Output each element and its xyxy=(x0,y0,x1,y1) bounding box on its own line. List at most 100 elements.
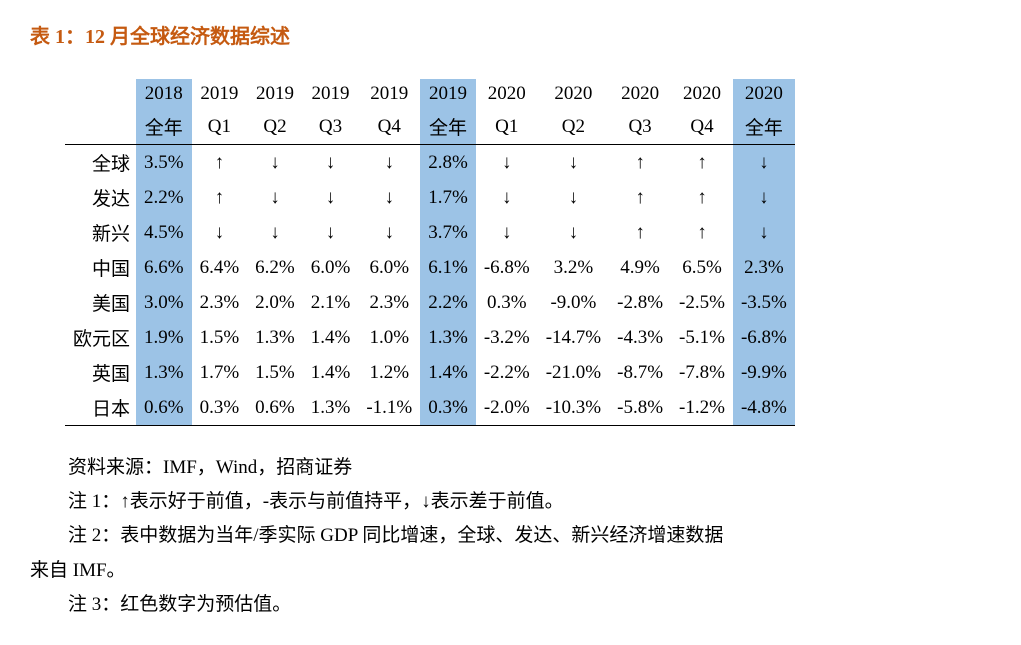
row-label: 中国 xyxy=(65,250,136,285)
table-row: 全球3.5%↑↓↓↓2.8%↓↓↑↑↓ xyxy=(65,145,795,181)
data-cell: ↑ xyxy=(609,215,671,250)
data-cell: -7.8% xyxy=(671,355,733,390)
table-body: 全球3.5%↑↓↓↓2.8%↓↓↑↑↓发达2.2%↑↓↓↓1.7%↓↓↑↑↓新兴… xyxy=(65,145,795,426)
data-cell: 0.3% xyxy=(476,285,538,320)
data-cell: ↓ xyxy=(247,145,303,181)
col-year: 2019 xyxy=(192,79,248,109)
data-cell: -6.8% xyxy=(476,250,538,285)
data-cell: ↓ xyxy=(358,145,420,181)
data-cell: 6.0% xyxy=(358,250,420,285)
row-label: 欧元区 xyxy=(65,320,136,355)
col-year: 2019 xyxy=(247,79,303,109)
data-cell: 2.0% xyxy=(247,285,303,320)
col-period: Q3 xyxy=(609,109,671,145)
note-2a: 注 2：表中数据为当年/季实际 GDP 同比增速，全球、发达、新兴经济增速数据 xyxy=(30,519,991,553)
data-cell: 1.7% xyxy=(192,355,248,390)
col-year: 2019 xyxy=(358,79,420,109)
col-period: Q1 xyxy=(476,109,538,145)
data-cell: 3.7% xyxy=(420,215,476,250)
data-cell: ↓ xyxy=(476,145,538,181)
table-row: 新兴4.5%↓↓↓↓3.7%↓↓↑↑↓ xyxy=(65,215,795,250)
economic-data-table: 2018201920192019201920192020202020202020… xyxy=(65,79,795,426)
data-cell: 4.9% xyxy=(609,250,671,285)
data-cell: -21.0% xyxy=(538,355,609,390)
data-cell: 2.2% xyxy=(420,285,476,320)
data-cell: 3.0% xyxy=(136,285,192,320)
data-cell: ↓ xyxy=(358,215,420,250)
notes-block: 资料来源：IMF，Wind，招商证券 注 1：↑表示好于前值，-表示与前值持平，… xyxy=(30,451,991,622)
data-cell: ↓ xyxy=(538,180,609,215)
data-cell: 2.3% xyxy=(733,250,795,285)
data-cell: 4.5% xyxy=(136,215,192,250)
data-cell: 6.4% xyxy=(192,250,248,285)
data-cell: 1.5% xyxy=(247,355,303,390)
col-period: Q1 xyxy=(192,109,248,145)
data-cell: -14.7% xyxy=(538,320,609,355)
data-cell: -8.7% xyxy=(609,355,671,390)
data-cell: ↓ xyxy=(358,180,420,215)
data-cell: 0.3% xyxy=(192,390,248,426)
data-cell: -3.2% xyxy=(476,320,538,355)
data-cell: ↓ xyxy=(476,180,538,215)
col-period: 全年 xyxy=(136,109,192,145)
data-cell: 1.4% xyxy=(420,355,476,390)
data-cell: ↑ xyxy=(671,145,733,181)
data-cell: ↓ xyxy=(733,215,795,250)
table-row: 欧元区1.9%1.5%1.3%1.4%1.0%1.3%-3.2%-14.7%-4… xyxy=(65,320,795,355)
col-year: 2019 xyxy=(303,79,359,109)
data-cell: -1.2% xyxy=(671,390,733,426)
data-cell: 2.8% xyxy=(420,145,476,181)
col-period: Q2 xyxy=(247,109,303,145)
row-label: 新兴 xyxy=(65,215,136,250)
col-year: 2018 xyxy=(136,79,192,109)
note-source: 资料来源：IMF，Wind，招商证券 xyxy=(30,451,991,485)
col-period: Q2 xyxy=(538,109,609,145)
data-cell: -5.1% xyxy=(671,320,733,355)
col-period: Q4 xyxy=(358,109,420,145)
table-row: 日本0.6%0.3%0.6%1.3%-1.1%0.3%-2.0%-10.3%-5… xyxy=(65,390,795,426)
data-cell: 6.2% xyxy=(247,250,303,285)
data-cell: 0.6% xyxy=(247,390,303,426)
data-cell: 1.3% xyxy=(136,355,192,390)
data-cell: 1.0% xyxy=(358,320,420,355)
data-cell: 3.5% xyxy=(136,145,192,181)
row-label: 发达 xyxy=(65,180,136,215)
data-cell: ↑ xyxy=(671,180,733,215)
row-label: 美国 xyxy=(65,285,136,320)
data-cell: 1.7% xyxy=(420,180,476,215)
table-title: 表 1：12 月全球经济数据综述 xyxy=(30,20,991,49)
header-blank xyxy=(65,79,136,109)
data-cell: 1.4% xyxy=(303,320,359,355)
data-cell: ↑ xyxy=(192,145,248,181)
data-cell: -3.5% xyxy=(733,285,795,320)
col-period: Q3 xyxy=(303,109,359,145)
data-cell: -2.2% xyxy=(476,355,538,390)
data-cell: 0.6% xyxy=(136,390,192,426)
col-period: 全年 xyxy=(420,109,476,145)
data-cell: 6.6% xyxy=(136,250,192,285)
data-cell: -9.0% xyxy=(538,285,609,320)
table-row: 英国1.3%1.7%1.5%1.4%1.2%1.4%-2.2%-21.0%-8.… xyxy=(65,355,795,390)
data-cell: 2.2% xyxy=(136,180,192,215)
data-cell: 2.1% xyxy=(303,285,359,320)
data-cell: -6.8% xyxy=(733,320,795,355)
data-cell: ↓ xyxy=(303,145,359,181)
col-period: 全年 xyxy=(733,109,795,145)
data-cell: ↓ xyxy=(538,145,609,181)
data-cell: 2.3% xyxy=(192,285,248,320)
data-cell: 1.5% xyxy=(192,320,248,355)
data-cell: ↓ xyxy=(538,215,609,250)
note-3: 注 3：红色数字为预估值。 xyxy=(30,588,991,622)
data-cell: 1.3% xyxy=(420,320,476,355)
header-row-year: 2018201920192019201920192020202020202020… xyxy=(65,79,795,109)
col-year: 2020 xyxy=(538,79,609,109)
data-cell: 1.3% xyxy=(247,320,303,355)
row-label: 全球 xyxy=(65,145,136,181)
data-cell: ↓ xyxy=(247,215,303,250)
col-year: 2020 xyxy=(476,79,538,109)
data-cell: 1.2% xyxy=(358,355,420,390)
data-cell: 2.3% xyxy=(358,285,420,320)
data-cell: 6.0% xyxy=(303,250,359,285)
data-cell: -4.8% xyxy=(733,390,795,426)
col-year: 2019 xyxy=(420,79,476,109)
